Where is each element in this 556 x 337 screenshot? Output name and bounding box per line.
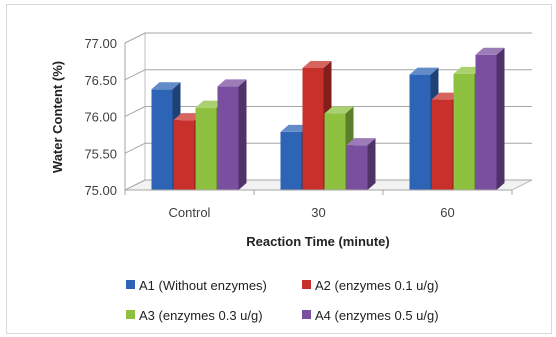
- bar-side: [496, 47, 505, 191]
- bar-front: [173, 120, 195, 190]
- legend-label: A3 (enzymes 0.3 u/g): [139, 308, 263, 323]
- gridline: [124, 106, 532, 117]
- x-tick-label: Control: [169, 205, 211, 220]
- x-tick-labels: Control 30 60: [169, 205, 455, 220]
- axes: [124, 43, 513, 195]
- bar-top: [409, 67, 439, 75]
- y-tick-labels: 75.00 75.50 76.00 76.50 77.00: [84, 36, 117, 198]
- gridlines: [124, 32, 532, 191]
- legend-swatch: [302, 310, 311, 319]
- bar-side: [367, 138, 376, 190]
- x-axis-title: Reaction Time (minute): [246, 234, 390, 249]
- legend-label: A4 (enzymes 0.5 u/g): [315, 308, 439, 323]
- gridline: [124, 69, 532, 81]
- legend-swatch: [302, 280, 311, 289]
- y-tick-label: 75.00: [84, 183, 117, 198]
- bar-front: [475, 54, 497, 191]
- legend-item: A4 (enzymes 0.5 u/g): [302, 308, 439, 323]
- x-tick-label: 60: [440, 205, 454, 220]
- bar-top: [280, 124, 310, 132]
- bar-front: [302, 67, 324, 190]
- bar-front: [195, 107, 217, 190]
- bar-top: [475, 47, 505, 55]
- bar-top: [217, 79, 247, 87]
- bar: [475, 47, 505, 191]
- legend-item: A3 (enzymes 0.3 u/g): [126, 308, 263, 323]
- bar-top: [173, 113, 203, 121]
- y-tick-label: 76.50: [84, 73, 117, 88]
- bar: [217, 79, 247, 190]
- bar-top: [324, 106, 354, 114]
- bar-top: [302, 60, 332, 68]
- y-tick-label: 77.00: [84, 36, 117, 51]
- bar: [346, 138, 376, 190]
- gridline: [124, 179, 532, 191]
- legend-swatch: [126, 280, 135, 289]
- legend: A1 (Without enzymes) A2 (enzymes 0.1 u/g)…: [126, 278, 439, 323]
- bar-front: [324, 113, 346, 190]
- bar-front: [346, 145, 368, 190]
- bar-front: [217, 86, 239, 190]
- legend-item: A2 (enzymes 0.1 u/g): [302, 278, 439, 293]
- legend-label: A1 (Without enzymes): [139, 278, 267, 293]
- y-tick-label: 75.50: [84, 146, 117, 161]
- legend-swatch: [126, 310, 135, 319]
- bar-front: [431, 99, 453, 190]
- bar-front: [151, 89, 173, 190]
- bar-top: [431, 92, 461, 100]
- legend-label: A2 (enzymes 0.1 u/g): [315, 278, 439, 293]
- bar-front: [409, 74, 431, 190]
- bar-top: [453, 66, 483, 74]
- legend-item: A1 (Without enzymes): [126, 278, 267, 293]
- gridline: [124, 32, 532, 44]
- y-tick-label: 76.00: [84, 110, 117, 125]
- y-axis-title: Water Content (%): [50, 61, 65, 173]
- bar-front: [280, 131, 302, 190]
- bars: [151, 47, 505, 191]
- bar-side: [238, 79, 247, 190]
- gridline: [124, 142, 532, 154]
- bar-front: [453, 73, 475, 190]
- bar-top: [151, 82, 181, 90]
- bar-top: [346, 138, 376, 146]
- x-tick-label: 30: [311, 205, 325, 220]
- bar-top: [195, 100, 225, 108]
